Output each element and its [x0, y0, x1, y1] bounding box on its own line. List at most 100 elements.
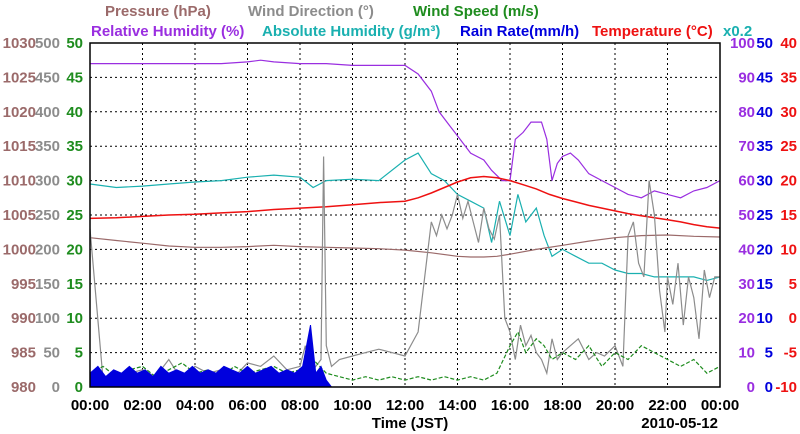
y-tick-relative-humidity: 60 — [738, 173, 755, 190]
y-tick-pressure: 1025 — [3, 69, 36, 86]
y-tick-wind-direction: 0 — [52, 379, 60, 396]
x-tick: 08:00 — [281, 397, 319, 414]
y-tick-rain-rate: 5 — [765, 345, 773, 362]
x-tick: 18:00 — [543, 397, 581, 414]
axes-labels: 1030102510201015101010051000995990985980… — [3, 35, 797, 414]
y-tick-rain-rate: 25 — [756, 207, 773, 224]
x-tick: 16:00 — [491, 397, 529, 414]
series-rain-rate — [89, 324, 333, 388]
title-temperature: Temperature (°C) — [592, 23, 713, 40]
y-tick-wind-direction: 150 — [35, 276, 60, 293]
x-tick: 20:00 — [596, 397, 634, 414]
y-tick-temperature: -5 — [784, 345, 797, 362]
y-tick-wind-speed: 10 — [66, 310, 83, 327]
y-tick-relative-humidity: 30 — [738, 276, 755, 293]
chart-titles: Pressure (hPa) Wind Direction (°) Wind S… — [91, 3, 752, 40]
y-tick-wind-speed: 15 — [66, 276, 83, 293]
y-tick-temperature: 40 — [780, 35, 797, 52]
y-tick-temperature: 0 — [789, 310, 797, 327]
series-group — [89, 59, 721, 388]
series-pressure — [89, 234, 721, 258]
x-tick: 14:00 — [438, 397, 476, 414]
y-tick-wind-speed: 35 — [66, 138, 83, 155]
x-tick: 06:00 — [228, 397, 266, 414]
title-rain-rate: Rain Rate(mm/h) — [460, 23, 579, 40]
y-tick-wind-speed: 30 — [66, 173, 83, 190]
y-tick-relative-humidity: 40 — [738, 241, 755, 258]
y-tick-wind-direction: 250 — [35, 207, 60, 224]
y-tick-pressure: 1010 — [3, 173, 36, 190]
y-tick-temperature: 35 — [780, 69, 797, 86]
scale-note: x0.2 — [723, 23, 752, 40]
y-tick-temperature: 25 — [780, 138, 797, 155]
y-tick-wind-speed: 50 — [66, 35, 83, 52]
y-tick-pressure: 1030 — [3, 35, 36, 52]
x-tick: 04:00 — [176, 397, 214, 414]
title-relative-humidity: Relative Humidity (%) — [91, 23, 244, 40]
y-tick-pressure: 1000 — [3, 241, 36, 258]
grid — [90, 43, 720, 387]
y-tick-pressure: 980 — [11, 379, 36, 396]
y-tick-relative-humidity: 0 — [747, 379, 755, 396]
y-tick-wind-speed: 20 — [66, 241, 83, 258]
y-tick-wind-speed: 45 — [66, 69, 83, 86]
y-tick-wind-speed: 40 — [66, 104, 83, 121]
y-tick-rain-rate: 30 — [756, 173, 773, 190]
y-tick-relative-humidity: 20 — [738, 310, 755, 327]
title-pressure: Pressure (hPa) — [105, 3, 211, 20]
y-tick-rain-rate: 35 — [756, 138, 773, 155]
y-tick-wind-direction: 500 — [35, 35, 60, 52]
y-tick-wind-direction: 200 — [35, 241, 60, 258]
y-tick-wind-direction: 350 — [35, 138, 60, 155]
y-tick-temperature: 15 — [780, 207, 797, 224]
y-tick-wind-direction: 100 — [35, 310, 60, 327]
x-tick: 02:00 — [123, 397, 161, 414]
y-tick-temperature: 5 — [789, 276, 797, 293]
x-tick: 12:00 — [386, 397, 424, 414]
y-tick-pressure: 985 — [11, 345, 36, 362]
y-tick-wind-speed: 5 — [75, 345, 83, 362]
title-wind-direction: Wind Direction (°) — [248, 3, 374, 20]
title-wind-speed: Wind Speed (m/s) — [413, 3, 539, 20]
y-tick-pressure: 1015 — [3, 138, 36, 155]
plot-frame — [89, 42, 721, 388]
y-tick-wind-direction: 400 — [35, 104, 60, 121]
y-tick-temperature: -10 — [775, 379, 797, 396]
y-tick-wind-speed: 0 — [75, 379, 83, 396]
y-tick-relative-humidity: 80 — [738, 104, 755, 121]
y-tick-rain-rate: 0 — [765, 379, 773, 396]
y-tick-wind-direction: 300 — [35, 173, 60, 190]
y-tick-rain-rate: 15 — [756, 276, 773, 293]
y-tick-wind-speed: 25 — [66, 207, 83, 224]
x-tick: 00:00 — [701, 397, 739, 414]
y-tick-relative-humidity: 100 — [730, 35, 755, 52]
y-tick-wind-direction: 450 — [35, 69, 60, 86]
y-tick-pressure: 995 — [11, 276, 36, 293]
x-tick: 00:00 — [71, 397, 109, 414]
y-tick-temperature: 10 — [780, 241, 797, 258]
y-tick-relative-humidity: 90 — [738, 69, 755, 86]
y-tick-rain-rate: 40 — [756, 104, 773, 121]
y-tick-rain-rate: 10 — [756, 310, 773, 327]
y-tick-wind-direction: 50 — [43, 345, 60, 362]
x-tick: 22:00 — [648, 397, 686, 414]
y-tick-temperature: 30 — [780, 104, 797, 121]
y-tick-pressure: 1020 — [3, 104, 36, 121]
y-tick-relative-humidity: 50 — [738, 207, 755, 224]
date-label: 2010-05-12 — [641, 415, 718, 432]
y-tick-relative-humidity: 70 — [738, 138, 755, 155]
y-tick-relative-humidity: 10 — [738, 345, 755, 362]
series-wind-direction — [89, 156, 720, 382]
x-axis-label: Time (JST) — [372, 415, 448, 432]
series-absolute-humidity — [89, 152, 721, 282]
title-absolute-humidity: Absolute Humidity (g/m³) — [262, 23, 440, 40]
y-tick-temperature: 20 — [780, 173, 797, 190]
y-tick-pressure: 990 — [11, 310, 36, 327]
x-tick: 10:00 — [333, 397, 371, 414]
y-tick-rain-rate: 20 — [756, 241, 773, 258]
y-tick-pressure: 1005 — [3, 207, 36, 224]
y-tick-rain-rate: 50 — [756, 35, 773, 52]
y-tick-rain-rate: 45 — [756, 69, 773, 86]
series-temperature — [89, 175, 721, 229]
